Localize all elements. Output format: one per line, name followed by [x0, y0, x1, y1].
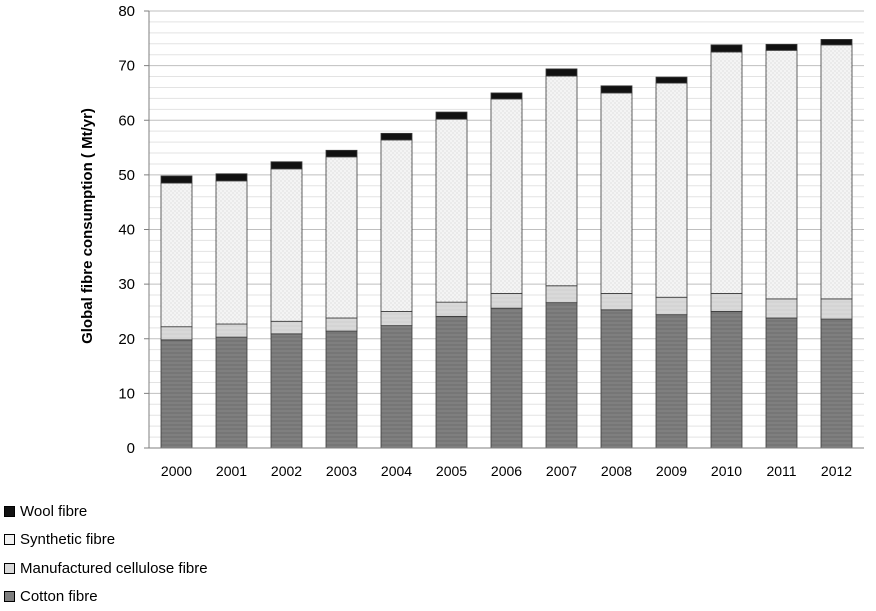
x-tick-label-2011: 2011 [766, 463, 796, 479]
y-tick-label-10: 10 [118, 385, 135, 402]
bar-segment-synthetic-2003 [326, 157, 357, 318]
wool-swatch [4, 506, 15, 517]
x-tick-labels: 2000 2001 2002 2003 2004 2005 2006 2007 2008 2009… [161, 463, 852, 479]
y-tick-label-60: 60 [118, 112, 135, 129]
bar-segment-cotton-2012 [821, 319, 852, 448]
bar-segment-synthetic-2010 [711, 52, 742, 293]
bar-segment-cotton-2004 [381, 326, 412, 448]
bars [161, 39, 852, 448]
bar-segment-synthetic-2002 [271, 169, 302, 321]
bar-segment-wool-2004 [381, 133, 412, 140]
y-tick-label-50: 50 [118, 167, 135, 184]
bar-segment-cellulose-2008 [601, 293, 632, 309]
x-tick-label-2008: 2008 [601, 463, 632, 479]
bar-segment-cotton-2002 [271, 334, 302, 448]
bar-segment-wool-2002 [271, 162, 302, 169]
bar-segment-cellulose-2012 [821, 299, 852, 319]
bar-segment-cotton-2001 [216, 337, 247, 448]
y-tick-labels: 0 10 20 30 40 50 60 70 80 [118, 3, 135, 457]
bar-segment-wool-2005 [436, 112, 467, 119]
bar-segment-wool-2003 [326, 150, 357, 157]
x-tick-label-2004: 2004 [381, 463, 412, 479]
bar-segment-cellulose-2001 [216, 324, 247, 337]
x-tick-label-2012: 2012 [821, 463, 852, 479]
bar-segment-cellulose-2005 [436, 302, 467, 316]
x-tick-label-2006: 2006 [491, 463, 522, 479]
legend-item-synthetic: Synthetic fibre [4, 526, 208, 555]
x-tick-label-2005: 2005 [436, 463, 467, 479]
bar-segment-synthetic-2011 [766, 50, 797, 299]
bar-segment-wool-2008 [601, 86, 632, 93]
bar-segment-cellulose-2000 [161, 327, 192, 340]
y-tick-label-70: 70 [118, 58, 135, 75]
x-tick-label-2000: 2000 [161, 463, 192, 479]
bar-segment-wool-2000 [161, 176, 192, 183]
bar-segment-synthetic-2005 [436, 119, 467, 302]
bar-segment-cotton-2005 [436, 316, 467, 448]
bar-segment-wool-2001 [216, 174, 247, 181]
x-tick-label-2003: 2003 [326, 463, 357, 479]
bar-segment-cellulose-2007 [546, 286, 577, 303]
bar-segment-cotton-2009 [656, 315, 687, 448]
y-tick-label-30: 30 [118, 276, 135, 293]
synthetic-swatch [4, 534, 15, 545]
bar-segment-cotton-2010 [711, 311, 742, 448]
legend-label-synthetic: Synthetic fibre [20, 531, 115, 548]
legend-item-wool: Wool fibre [4, 497, 208, 526]
legend-item-cellulose: Manufactured cellulose fibre [4, 554, 208, 583]
bar-segment-synthetic-2012 [821, 45, 852, 299]
bar-segment-synthetic-2009 [656, 83, 687, 297]
bar-segment-synthetic-2001 [216, 181, 247, 324]
legend: Wool fibre Synthetic fibre Manufactured … [4, 497, 208, 611]
x-tick-label-2002: 2002 [271, 463, 302, 479]
bar-segment-cellulose-2002 [271, 321, 302, 334]
y-axis-label: Global fibre consumption ( Mt/yr) [79, 108, 96, 344]
bar-segment-wool-2007 [546, 69, 577, 76]
bar-segment-cotton-2003 [326, 331, 357, 448]
bar-segment-cellulose-2004 [381, 311, 412, 325]
y-tick-label-80: 80 [118, 3, 135, 20]
x-tick-label-2009: 2009 [656, 463, 687, 479]
bar-segment-cellulose-2003 [326, 318, 357, 331]
bar-segment-cotton-2011 [766, 318, 797, 448]
bar-segment-wool-2010 [711, 45, 742, 52]
bar-segment-cellulose-2006 [491, 293, 522, 308]
y-tick-label-20: 20 [118, 331, 135, 348]
x-tick-label-2010: 2010 [711, 463, 742, 479]
bar-segment-cellulose-2009 [656, 297, 687, 314]
bar-segment-wool-2011 [766, 44, 797, 50]
y-tick-label-40: 40 [118, 222, 135, 239]
legend-label-wool: Wool fibre [20, 503, 87, 520]
bar-segment-cotton-2006 [491, 308, 522, 448]
x-tick-label-2007: 2007 [546, 463, 577, 479]
bar-segment-cotton-2007 [546, 303, 577, 448]
bar-segment-cotton-2008 [601, 310, 632, 448]
cellulose-swatch [4, 563, 15, 574]
bar-segment-synthetic-2008 [601, 93, 632, 293]
bar-segment-cellulose-2010 [711, 293, 742, 311]
legend-item-cotton: Cotton fibre [4, 583, 208, 611]
y-tick-label-0: 0 [127, 440, 135, 457]
bar-segment-synthetic-2007 [546, 76, 577, 286]
bar-segment-cellulose-2011 [766, 299, 797, 318]
cotton-swatch [4, 591, 15, 602]
legend-label-cotton: Cotton fibre [20, 588, 98, 605]
bar-segment-synthetic-2000 [161, 183, 192, 327]
legend-label-cellulose: Manufactured cellulose fibre [20, 560, 208, 577]
x-tick-label-2001: 2001 [216, 463, 247, 479]
bar-segment-synthetic-2006 [491, 99, 522, 293]
bar-segment-cotton-2000 [161, 340, 192, 448]
bar-segment-synthetic-2004 [381, 140, 412, 312]
bar-segment-wool-2009 [656, 77, 687, 83]
bar-segment-wool-2012 [821, 39, 852, 44]
bar-segment-wool-2006 [491, 93, 522, 99]
